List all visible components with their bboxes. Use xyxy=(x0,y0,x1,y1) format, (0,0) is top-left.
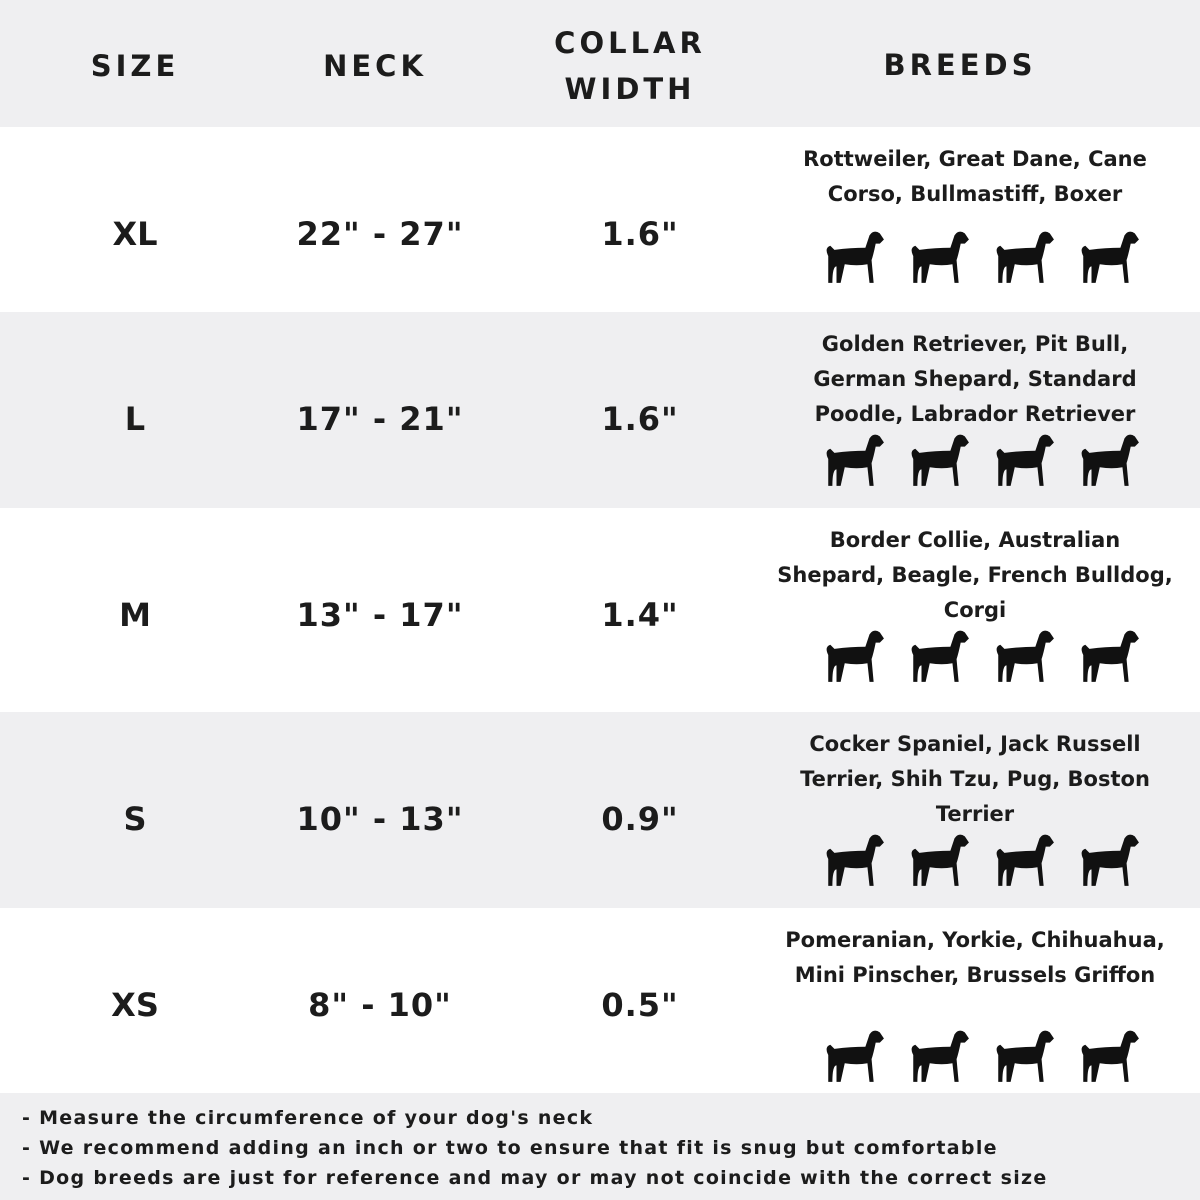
breed-icons xyxy=(810,822,1150,892)
breed-icons xyxy=(810,422,1150,492)
german-shepherd-icon xyxy=(1081,434,1139,486)
cocker-spaniel-icon xyxy=(826,834,884,886)
breed-list: Pomeranian, Yorkie, Chihuahua, Mini Pins… xyxy=(785,928,1165,987)
notes-band xyxy=(0,1093,1200,1200)
size-label: XS xyxy=(111,986,159,1024)
neck-range: 13" - 17" xyxy=(296,596,464,634)
yorkie-icon xyxy=(911,1030,969,1082)
great-dane-icon xyxy=(911,231,969,283)
size-label: XL xyxy=(112,215,158,253)
jack-russell-icon xyxy=(911,834,969,886)
shih-tzu-icon xyxy=(996,834,1054,886)
breed-icons xyxy=(810,1018,1150,1088)
neck-range: 10" - 13" xyxy=(296,800,464,838)
breed-list: Cocker Spaniel, Jack Russell Terrier, Sh… xyxy=(800,732,1150,826)
neck-range: 17" - 21" xyxy=(296,400,464,438)
breed-icons xyxy=(810,219,1150,289)
breed-list: Rottweiler, Great Dane, Cane Corso, Bull… xyxy=(803,147,1147,206)
breed-icons xyxy=(810,618,1150,688)
header-neck: NECK xyxy=(323,49,427,83)
poodle-icon xyxy=(996,434,1054,486)
neck-range: 8" - 10" xyxy=(308,986,452,1024)
chihuahua-icon xyxy=(996,1030,1054,1082)
size-label: S xyxy=(123,800,147,838)
table-header xyxy=(0,0,1200,127)
bullmastiff-icon xyxy=(1081,231,1139,283)
collar-width: 1.6" xyxy=(601,400,679,438)
collar-width: 0.9" xyxy=(601,800,679,838)
note: - Measure the circumference of your dog'… xyxy=(22,1107,594,1129)
border-collie-icon xyxy=(826,630,884,682)
pomeranian-icon xyxy=(826,1030,884,1082)
breed-list: Golden Retriever, Pit Bull, German Shepa… xyxy=(813,332,1137,426)
note: - We recommend adding an inch or two to … xyxy=(22,1137,998,1159)
collar-width: 0.5" xyxy=(601,986,679,1024)
golden-retriever-icon xyxy=(826,434,884,486)
neck-range: 22" - 27" xyxy=(296,215,464,253)
note: - Dog breeds are just for reference and … xyxy=(22,1167,1048,1189)
corgi-icon xyxy=(1081,630,1139,682)
collar-width: 1.6" xyxy=(601,215,679,253)
mini-pinscher-icon xyxy=(1081,1030,1139,1082)
pug-icon xyxy=(1081,834,1139,886)
header-size: SIZE xyxy=(90,49,180,83)
size-label: L xyxy=(124,400,146,438)
french-bulldog-icon xyxy=(996,630,1054,682)
pit-bull-icon xyxy=(911,434,969,486)
beagle-icon xyxy=(911,630,969,682)
header-breeds: BREEDS xyxy=(883,48,1037,82)
collar-width: 1.4" xyxy=(601,596,679,634)
cane-corso-icon xyxy=(996,231,1054,283)
size-label: M xyxy=(119,596,151,634)
notes: - Measure the circumference of your dog'… xyxy=(22,1103,1048,1193)
breed-list: Border Collie, Australian Shepard, Beagl… xyxy=(777,528,1173,622)
rottweiler-icon xyxy=(826,231,884,283)
header-collar-width: COLLAR WIDTH xyxy=(554,26,706,106)
